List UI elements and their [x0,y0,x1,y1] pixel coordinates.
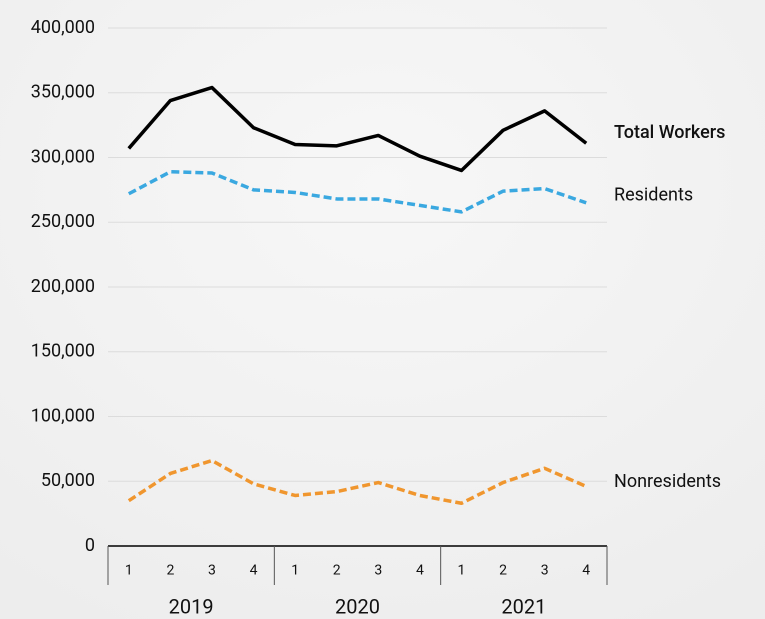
y-tick-label: 250,000 [31,211,95,232]
series-line [127,85,588,173]
y-tick-label: 150,000 [31,341,95,362]
series-line [127,169,587,214]
y-tick-label: 100,000 [31,405,95,426]
y-tick-label: 200,000 [31,276,95,297]
year-label: 2019 [169,594,214,618]
year-label: 2020 [335,594,380,618]
x-tick-label: 4 [416,563,424,579]
x-tick-label: 4 [250,563,258,579]
x-tick-label: 2 [333,563,341,579]
x-tick-label: 3 [208,563,216,579]
x-tick-label: 3 [541,563,549,579]
x-tick-label: 2 [166,563,174,579]
y-tick-label: 400,000 [31,17,95,38]
x-tick-label: 1 [291,563,299,579]
year-label: 2021 [501,594,546,618]
x-tick-label: 1 [125,563,133,579]
x-tick-label: 4 [582,563,590,579]
y-tick-label: 50,000 [41,470,95,491]
y-tick-label: 0 [85,535,95,556]
x-tick-label: 1 [458,563,466,579]
y-tick-label: 350,000 [31,82,95,103]
x-tick-label: 2 [499,563,507,579]
series-label: Total Workers [614,122,725,143]
series-label: Nonresidents [614,471,721,492]
y-tick-label: 300,000 [31,146,95,167]
series-line [127,458,587,506]
series-label: Residents [614,185,693,206]
x-tick-label: 3 [374,563,382,579]
